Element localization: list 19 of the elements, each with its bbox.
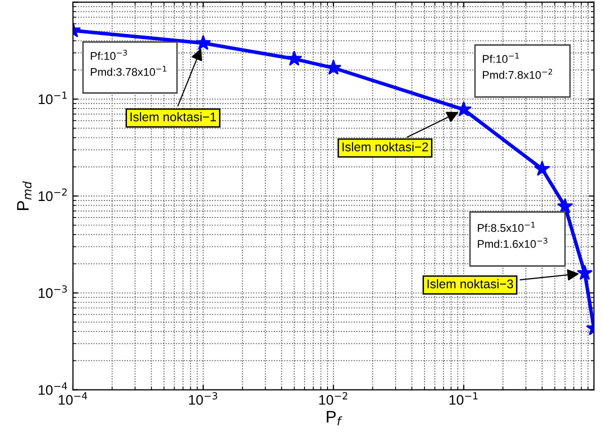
- x-tick-label: 10$^{−2}$: [319, 392, 348, 405]
- x-axis-title: P$_{f}$: [326, 411, 342, 426]
- annotation: Pmd:3.78x10$^{−1}$: [90, 66, 166, 76]
- annotation: Pf:10$^{−3}$: [90, 50, 127, 60]
- annotation: Pf:8.5x10$^{−1}$: [478, 222, 535, 232]
- annotation: Islem noktasi−3: [428, 279, 514, 288]
- x-tick-label: 10$^{−4}$: [58, 392, 88, 405]
- annotation: Islem noktasi−1: [130, 112, 216, 122]
- annotation: Islem noktasi−2: [342, 142, 428, 152]
- annotation: Pmd:7.8x10$^{−2}$: [482, 68, 552, 79]
- y-tick-label: 10$^{−2}$: [38, 188, 67, 202]
- x-tick-label: 10$^{−3}$: [189, 392, 218, 405]
- x-tick-label: 10$^{−1}$: [450, 392, 478, 405]
- y-tick-label: 10$^{−4}$: [38, 382, 68, 395]
- annotation: Pf:10$^{−1}$: [482, 52, 519, 63]
- y-tick-label: 10$^{−1}$: [38, 92, 67, 104]
- annotation: Pmd:1.6x10$^{−3}$: [478, 238, 548, 248]
- y-tick-label: 10$^{−3}$: [38, 285, 67, 298]
- y-axis-title: P$_{md}$: [17, 181, 32, 210]
